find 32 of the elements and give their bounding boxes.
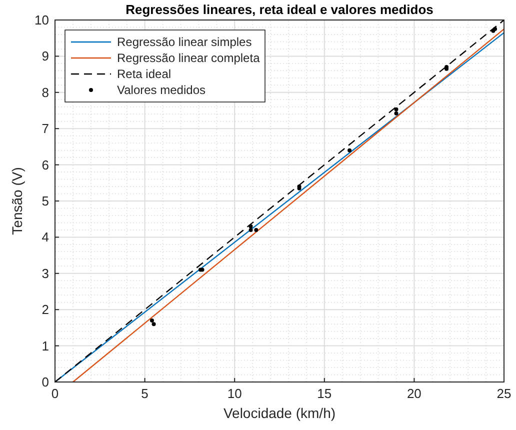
y-axis-title: Tensão (V) bbox=[9, 167, 25, 235]
y-tick-label: 4 bbox=[42, 230, 49, 245]
point bbox=[348, 148, 352, 152]
y-tick-label: 6 bbox=[42, 157, 49, 172]
y-tick-label: 0 bbox=[42, 374, 49, 390]
point bbox=[394, 107, 398, 112]
legend-label: Reta ideal bbox=[117, 67, 172, 81]
x-axis-title: Velocidade (km/h) bbox=[223, 405, 336, 421]
y-tick-label: 2 bbox=[42, 302, 49, 318]
chart-title: Regressões lineares, reta ideal e valores medidos bbox=[126, 2, 434, 17]
y-tick-label: 7 bbox=[42, 121, 49, 136]
point bbox=[248, 224, 253, 228]
x-tick-label: 5 bbox=[141, 386, 148, 401]
x-tick-label: 10 bbox=[227, 386, 242, 401]
x-tick-label: 25 bbox=[496, 386, 512, 401]
y-tick-label: 5 bbox=[42, 194, 49, 208]
point bbox=[394, 111, 398, 116]
legend-label: Regressão linear simples bbox=[117, 35, 252, 49]
x-tick-label: 20 bbox=[406, 386, 422, 401]
legend-label: Valores medidos bbox=[117, 83, 206, 97]
legend-label: Regressão linear completa bbox=[117, 51, 260, 65]
point bbox=[248, 228, 253, 232]
y-tick-label: 3 bbox=[42, 266, 49, 281]
y-tick-label: 1 bbox=[42, 338, 49, 354]
point bbox=[152, 322, 156, 326]
x-tick-label: 0 bbox=[51, 386, 59, 401]
point bbox=[254, 228, 258, 232]
y-tick-label: 8 bbox=[42, 84, 49, 100]
x-tick-label: 15 bbox=[317, 386, 332, 401]
point bbox=[150, 318, 154, 322]
y-tick-label: 10 bbox=[34, 12, 49, 28]
y-tick-label: 9 bbox=[42, 48, 49, 64]
